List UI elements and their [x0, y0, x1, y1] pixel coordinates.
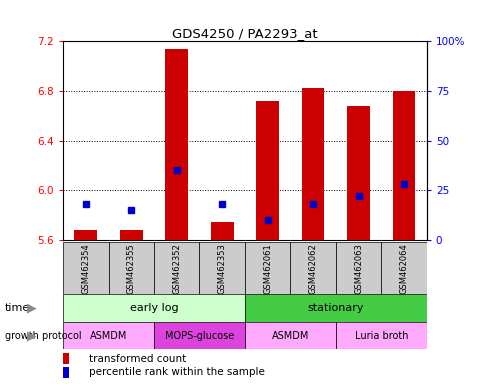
Bar [63, 353, 68, 364]
Bar [347, 106, 369, 240]
Text: stationary: stationary [307, 303, 363, 313]
Bar [301, 88, 324, 240]
Bar [335, 322, 426, 349]
Bar [74, 230, 97, 240]
Bar [380, 242, 426, 294]
Bar [108, 242, 153, 294]
Text: percentile rank within the sample: percentile rank within the sample [88, 367, 264, 377]
Bar [63, 322, 153, 349]
Bar [165, 50, 188, 240]
Bar [244, 294, 426, 322]
Bar [335, 242, 380, 294]
Title: GDS4250 / PA2293_at: GDS4250 / PA2293_at [172, 26, 317, 40]
Bar [290, 242, 335, 294]
Text: ASMDM: ASMDM [90, 331, 127, 341]
Bar [153, 242, 199, 294]
Text: GSM462353: GSM462353 [217, 243, 226, 294]
Text: GSM462064: GSM462064 [399, 243, 408, 294]
Text: MOPS-glucose: MOPS-glucose [165, 331, 234, 341]
Bar [63, 367, 68, 378]
Bar [244, 322, 335, 349]
Bar [256, 101, 278, 240]
Text: ▶: ▶ [27, 301, 36, 314]
Bar [153, 322, 244, 349]
Bar [63, 294, 244, 322]
Text: ASMDM: ASMDM [271, 331, 308, 341]
Text: time: time [5, 303, 30, 313]
Text: Luria broth: Luria broth [354, 331, 407, 341]
Text: GSM462354: GSM462354 [81, 243, 90, 294]
Text: GSM462352: GSM462352 [172, 243, 181, 294]
Bar [392, 91, 415, 240]
Text: GSM462061: GSM462061 [263, 243, 272, 294]
Bar [199, 242, 244, 294]
Text: early log: early log [129, 303, 178, 313]
Bar [244, 242, 290, 294]
Text: growth protocol: growth protocol [5, 331, 81, 341]
Text: GSM462355: GSM462355 [126, 243, 136, 294]
Text: ▶: ▶ [27, 329, 36, 342]
Bar [120, 230, 142, 240]
Text: GSM462063: GSM462063 [353, 243, 363, 294]
Text: transformed count: transformed count [88, 354, 185, 364]
Text: GSM462062: GSM462062 [308, 243, 317, 294]
Bar [63, 242, 108, 294]
Bar [211, 222, 233, 240]
